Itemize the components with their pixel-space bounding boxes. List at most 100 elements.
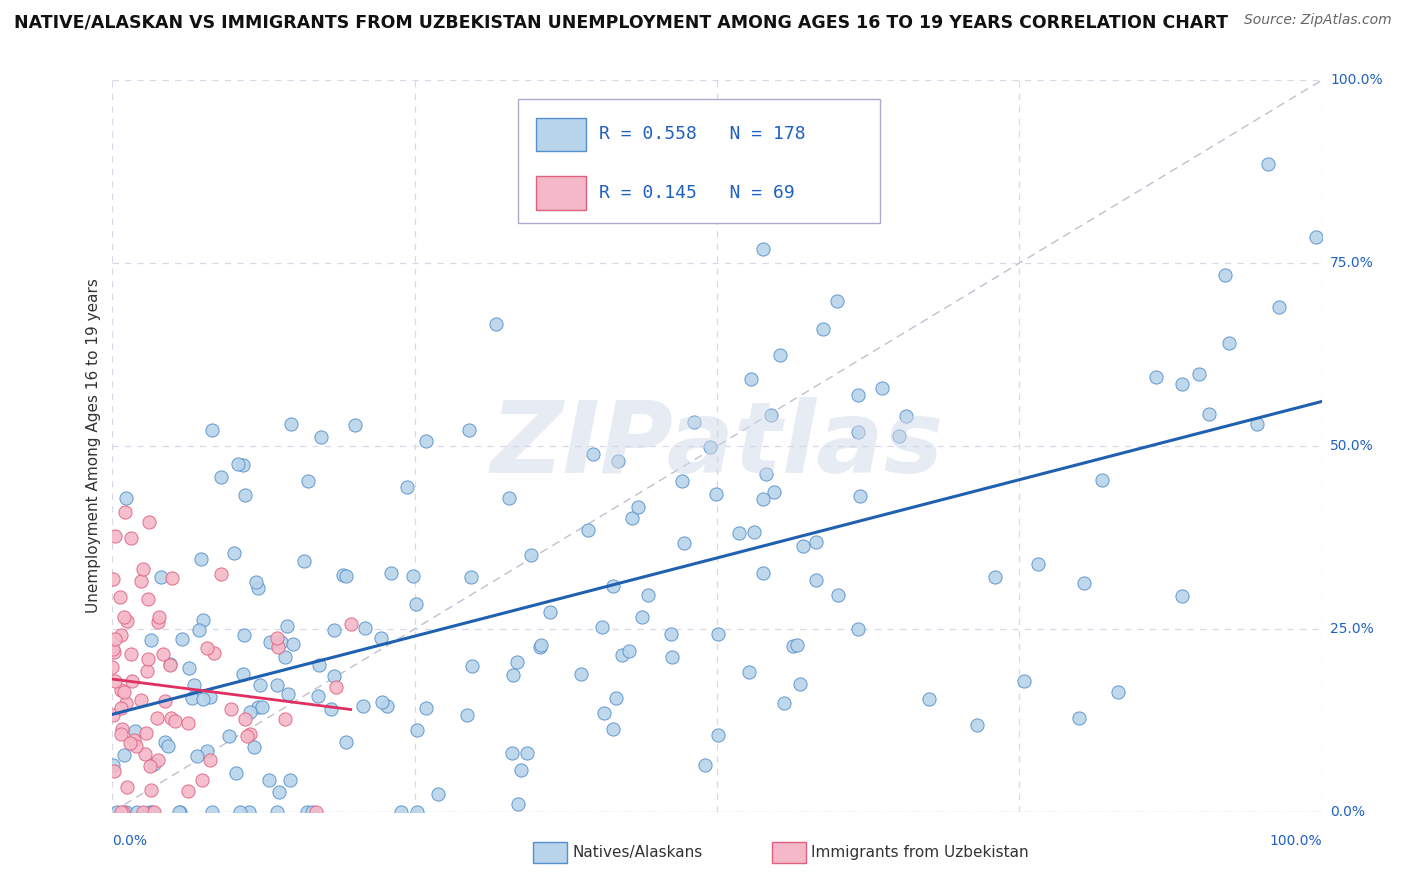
Point: [226, 457, 249, 471]
Point: [232, 627, 254, 641]
Point: [114, 505, 136, 519]
Point: [159, 657, 181, 672]
Text: R = 0.558   N = 178: R = 0.558 N = 178: [599, 126, 806, 144]
Point: [699, 440, 721, 454]
Point: [1246, 417, 1268, 432]
Point: [661, 650, 683, 665]
FancyBboxPatch shape: [517, 99, 880, 223]
Point: [984, 570, 1007, 584]
Point: [270, 635, 292, 649]
Point: [825, 294, 848, 309]
Point: [228, 805, 250, 819]
Point: [295, 805, 318, 819]
Point: [134, 747, 156, 761]
Point: [111, 722, 134, 736]
Point: [576, 523, 599, 537]
Point: [191, 613, 214, 627]
Point: [169, 805, 191, 819]
Point: [101, 641, 124, 656]
Point: [406, 723, 429, 737]
Point: [405, 597, 427, 611]
Point: [617, 644, 640, 658]
Point: [232, 667, 254, 681]
Point: [249, 678, 271, 692]
Point: [101, 757, 124, 772]
Point: [269, 785, 291, 799]
Point: [755, 467, 778, 481]
Point: [239, 705, 262, 719]
Point: [200, 753, 222, 767]
Point: [792, 539, 814, 553]
Point: [693, 758, 716, 772]
Y-axis label: Unemployment Among Ages 16 to 19 years: Unemployment Among Ages 16 to 19 years: [86, 278, 101, 614]
Text: 50.0%: 50.0%: [1330, 439, 1374, 453]
Point: [267, 640, 290, 655]
Point: [621, 511, 644, 525]
Point: [307, 689, 329, 703]
Point: [1267, 300, 1289, 314]
Point: [1213, 268, 1236, 282]
Point: [247, 699, 270, 714]
Point: [752, 566, 775, 580]
Point: [530, 638, 553, 652]
Point: [104, 632, 127, 647]
Point: [671, 474, 693, 488]
Point: [225, 765, 247, 780]
Point: [257, 773, 280, 788]
Point: [460, 658, 482, 673]
Point: [1198, 407, 1220, 421]
Point: [209, 470, 232, 484]
Point: [138, 591, 160, 606]
Point: [738, 665, 761, 680]
Point: [706, 627, 728, 641]
Point: [728, 525, 751, 540]
Point: [259, 634, 281, 648]
Point: [752, 491, 775, 506]
Point: [848, 622, 870, 636]
Point: [1144, 370, 1167, 384]
Point: [141, 783, 163, 797]
Point: [281, 636, 304, 650]
Point: [201, 805, 224, 819]
Text: R = 0.145   N = 69: R = 0.145 N = 69: [599, 184, 794, 202]
Point: [343, 418, 366, 433]
Point: [569, 667, 592, 681]
Text: 75.0%: 75.0%: [1330, 256, 1374, 270]
Point: [232, 458, 254, 472]
Point: [156, 739, 179, 753]
Point: [239, 727, 262, 741]
Point: [1107, 684, 1129, 698]
Point: [308, 657, 330, 672]
Point: [101, 660, 124, 674]
Point: [396, 480, 419, 494]
Point: [626, 500, 648, 514]
Point: [602, 722, 624, 736]
Point: [380, 566, 402, 581]
Text: NATIVE/ALASKAN VS IMMIGRANTS FROM UZBEKISTAN UNEMPLOYMENT AMONG AGES 16 TO 19 YE: NATIVE/ALASKAN VS IMMIGRANTS FROM UZBEKI…: [14, 13, 1227, 31]
Point: [277, 687, 299, 701]
Point: [236, 729, 259, 743]
Point: [181, 690, 204, 705]
Point: [105, 805, 128, 819]
Point: [108, 590, 131, 604]
Text: 100.0%: 100.0%: [1270, 834, 1322, 848]
Point: [516, 746, 538, 760]
Point: [789, 677, 811, 691]
Point: [104, 529, 127, 543]
Point: [682, 415, 704, 429]
Point: [1171, 376, 1194, 391]
Point: [266, 678, 288, 692]
Point: [129, 574, 152, 588]
Point: [426, 787, 449, 801]
Point: [146, 753, 169, 767]
Point: [506, 656, 529, 670]
Point: [266, 631, 288, 645]
Point: [278, 772, 301, 787]
Point: [193, 692, 215, 706]
Point: [339, 617, 361, 632]
Point: [135, 725, 157, 739]
Point: [110, 727, 132, 741]
Point: [371, 695, 394, 709]
Point: [160, 711, 183, 725]
Point: [1171, 590, 1194, 604]
